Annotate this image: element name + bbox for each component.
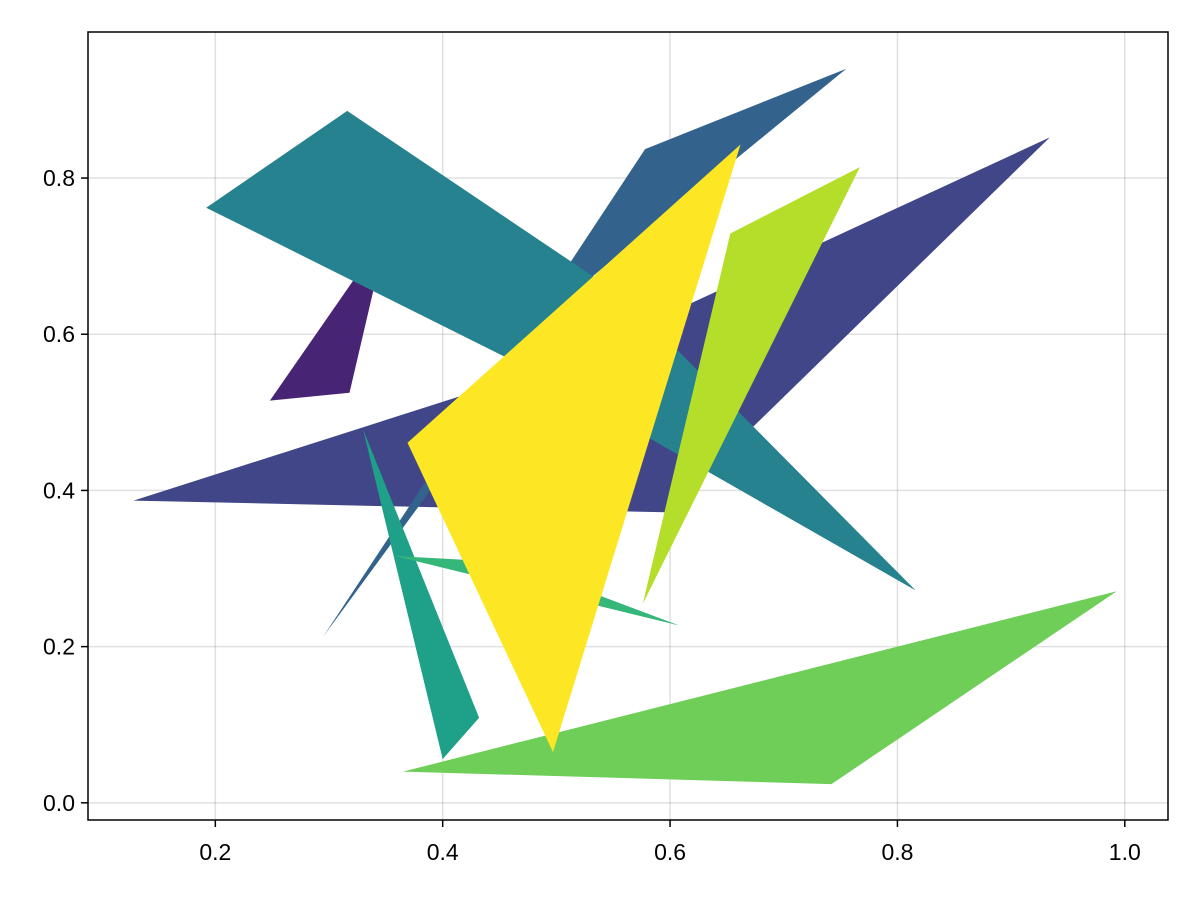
polygon-purple bbox=[269, 267, 377, 401]
x-tick-label: 0.2 bbox=[199, 839, 231, 865]
polygon-green bbox=[394, 556, 680, 626]
polygon-light-green bbox=[402, 591, 1117, 785]
x-tick-label: 0.4 bbox=[427, 839, 459, 865]
y-tick-label: 0.4 bbox=[43, 477, 75, 503]
y-tick-label: 0.8 bbox=[43, 165, 75, 191]
plot-frame bbox=[87, 31, 1169, 821]
axes: 0.2 0.4 0.6 0.8 1.0 0.0 0.2 0.4 0.6 0.8 bbox=[43, 165, 1141, 865]
polygon-green-teal bbox=[363, 429, 480, 760]
y-tick-label: 0.0 bbox=[43, 790, 75, 816]
x-tick-label: 1.0 bbox=[1109, 839, 1141, 865]
y-tick-label: 0.6 bbox=[43, 321, 75, 347]
polygon-layer bbox=[133, 68, 1117, 785]
polygon-yellow-green bbox=[642, 167, 860, 604]
x-tick-label: 0.8 bbox=[881, 839, 913, 865]
polygon-yellow bbox=[407, 144, 741, 753]
y-tick-label: 0.2 bbox=[43, 634, 75, 660]
x-tick-label: 0.6 bbox=[654, 839, 686, 865]
